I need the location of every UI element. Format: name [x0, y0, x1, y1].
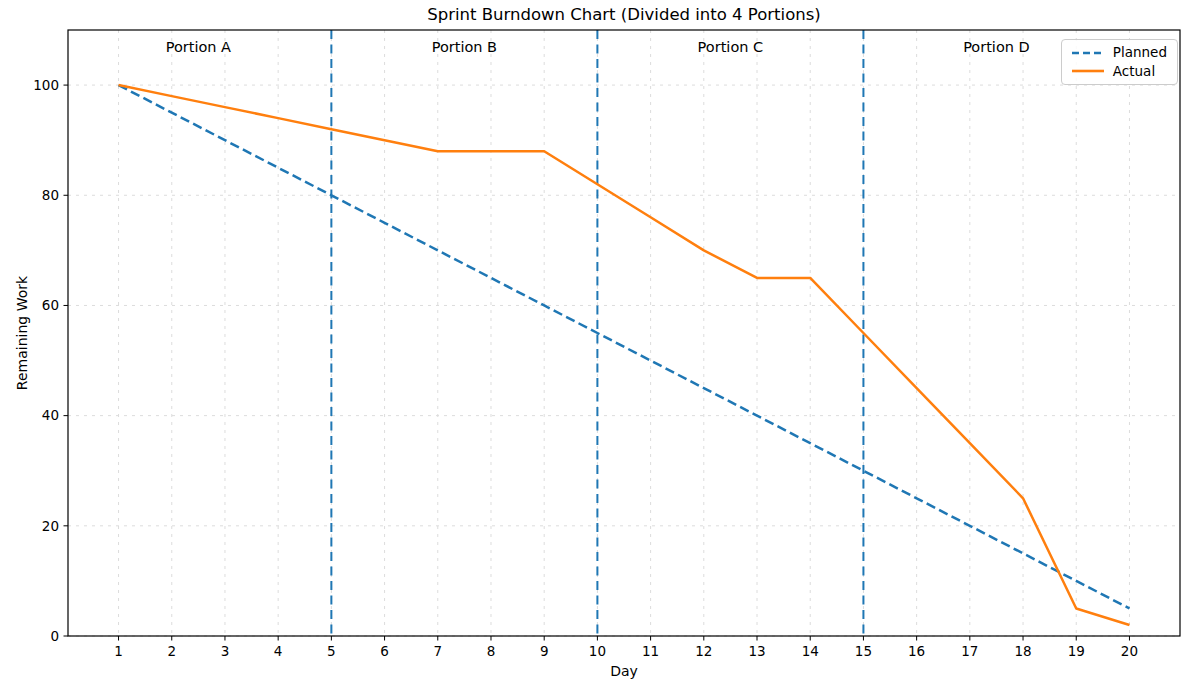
x-tick-label: 11 [642, 643, 659, 659]
x-tick-label: 17 [961, 643, 978, 659]
actual-line [119, 85, 1130, 625]
y-tick-label: 40 [42, 407, 59, 423]
x-tick-label: 20 [1121, 643, 1138, 659]
y-tick-label: 80 [42, 187, 59, 203]
x-tick-label: 7 [433, 643, 442, 659]
x-tick-label: 6 [380, 643, 389, 659]
x-tick-label: 18 [1014, 643, 1031, 659]
x-tick-label: 14 [802, 643, 819, 659]
legend-label-planned: Planned [1113, 46, 1167, 60]
x-tick-label: 15 [855, 643, 872, 659]
y-axis-label: Remaining Work [14, 276, 30, 390]
portion-label: Portion B [432, 39, 497, 55]
burndown-chart-figure: Sprint Burndown Chart (Divided into 4 Po… [0, 0, 1189, 690]
legend-item-planned: Planned [1071, 46, 1167, 60]
x-tick-label: 16 [908, 643, 925, 659]
x-axis-label: Day [68, 663, 1180, 679]
legend-label-actual: Actual [1113, 65, 1155, 79]
x-tick-label: 8 [487, 643, 496, 659]
x-tick-label: 1 [114, 643, 123, 659]
y-tick-label: 100 [33, 77, 59, 93]
planned-line-sample-icon [1071, 48, 1105, 58]
portion-label: Portion D [963, 39, 1030, 55]
plot-frame [68, 30, 1180, 636]
actual-line-sample-icon [1071, 66, 1105, 76]
x-tick-label: 4 [274, 643, 283, 659]
x-tick-label: 9 [540, 643, 549, 659]
x-tick-label: 12 [695, 643, 712, 659]
portion-label: Portion A [166, 39, 231, 55]
legend-item-actual: Actual [1071, 65, 1167, 79]
planned-line [119, 85, 1130, 608]
portion-label: Portion C [698, 39, 764, 55]
legend: Planned Actual [1061, 39, 1178, 85]
x-tick-label: 19 [1068, 643, 1085, 659]
x-tick-label: 2 [167, 643, 176, 659]
x-tick-label: 5 [327, 643, 336, 659]
y-tick-label: 0 [50, 628, 59, 644]
x-tick-label: 3 [221, 643, 230, 659]
y-tick-label: 20 [42, 518, 59, 534]
x-tick-label: 10 [589, 643, 606, 659]
x-tick-label: 13 [748, 643, 765, 659]
plot-area: 1234567891011121314151617181920020406080… [0, 0, 1189, 690]
y-tick-label: 60 [42, 297, 59, 313]
